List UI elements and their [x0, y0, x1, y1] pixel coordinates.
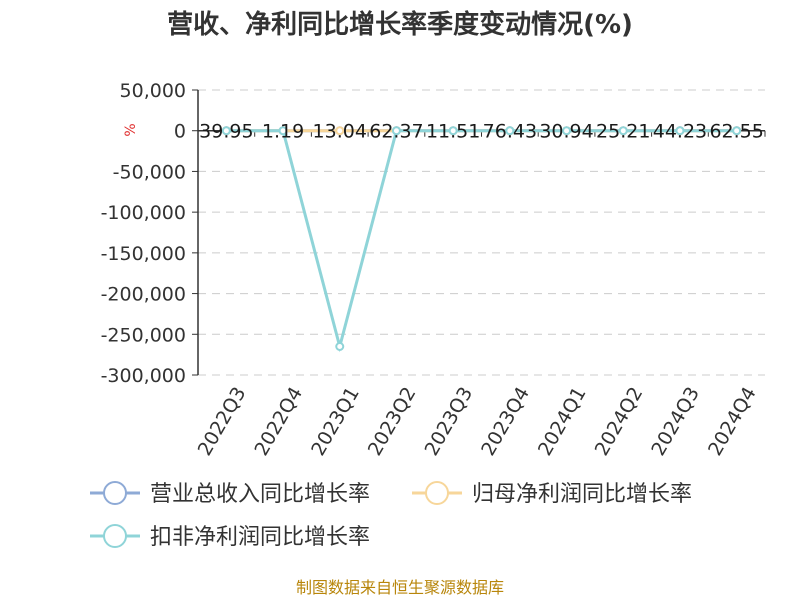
- x-axis-ticks: 2022Q3 2022Q4 2023Q1 2023Q2 2023Q3 2023Q4 2024…: [194, 130, 766, 460]
- legend-label: 扣非净利润同比增长率: [150, 525, 370, 550]
- legend-label: 归母净利润同比增长率: [472, 482, 692, 507]
- data-point: [505, 126, 515, 136]
- data-point: [618, 126, 628, 136]
- legend-swatch-marker: [103, 481, 127, 505]
- x-tick-label: 2024Q1: [534, 383, 591, 459]
- y-tick-label: -250,000: [101, 324, 186, 346]
- x-tick-label: 2023Q3: [420, 383, 477, 459]
- data-label: 44.23: [653, 121, 707, 143]
- data-label: 30.94: [539, 121, 593, 143]
- x-tick-label: 2023Q2: [364, 383, 421, 459]
- data-label: 25.21: [596, 121, 650, 143]
- data-label: 62.37: [369, 121, 423, 143]
- y-axis-ticks: 50,000 0 -50,000 -100,000 -150,000 -200,000 -2…: [101, 80, 198, 387]
- data-point: [278, 126, 288, 136]
- x-tick-label: 2024Q4: [704, 383, 761, 459]
- source-note: 制图数据来自恒生聚源数据库: [296, 578, 504, 597]
- y-tick-label: -100,000: [101, 202, 186, 224]
- data-label: 1.19: [262, 121, 304, 143]
- series-lines: [221, 126, 742, 353]
- data-label: 76.43: [483, 121, 537, 143]
- data-point: [221, 126, 231, 136]
- y-tick-label: -300,000: [101, 365, 186, 387]
- series-line: [226, 129, 737, 353]
- y-tick-label: 0: [174, 121, 186, 143]
- unit-label: %: [123, 123, 139, 136]
- y-tick-label: -150,000: [101, 243, 186, 265]
- data-point: [335, 126, 345, 136]
- legend-label: 营业总收入同比增长率: [150, 482, 370, 507]
- legend-swatch-marker: [103, 524, 127, 548]
- x-tick-label: 2022Q4: [250, 383, 307, 459]
- x-tick-label: 2023Q1: [307, 383, 364, 459]
- data-label: 62.55: [709, 121, 763, 143]
- data-point: [335, 342, 345, 351]
- data-label: 39.95: [199, 121, 253, 143]
- data-point: [675, 126, 685, 136]
- data-point: [391, 126, 401, 136]
- y-tick-label: -50,000: [113, 161, 186, 183]
- data-labels: 39.95 1.19 13.04 62.37 11.51 76.43 30.94 25.21 4…: [199, 121, 764, 143]
- data-label: 13.04: [313, 121, 367, 143]
- legend-swatch-marker: [425, 481, 449, 505]
- x-tick-label: 2024Q3: [647, 383, 704, 459]
- data-point: [562, 126, 572, 136]
- y-tick-label: -200,000: [101, 284, 186, 306]
- data-point: [448, 126, 458, 136]
- y-tick-label: 50,000: [120, 80, 186, 102]
- chart-title: 营收、净利同比增长率季度变动情况(%): [167, 9, 633, 40]
- data-point: [732, 126, 742, 136]
- data-label: 11.51: [426, 121, 480, 143]
- x-tick-label: 2024Q2: [591, 383, 648, 459]
- x-tick-label: 2022Q3: [194, 383, 251, 459]
- x-tick-label: 2023Q4: [477, 383, 534, 459]
